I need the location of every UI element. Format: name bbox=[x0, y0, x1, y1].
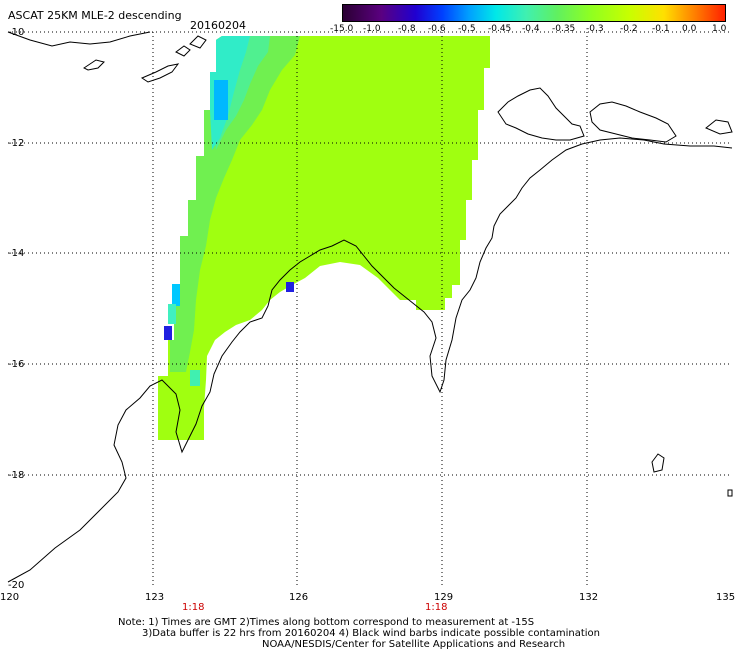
time-label: 1:18 bbox=[425, 602, 448, 613]
colorbar-label: -0.1 bbox=[652, 24, 670, 34]
data-swath bbox=[158, 36, 490, 440]
lat-label: -10 bbox=[8, 27, 25, 38]
map-date: 20160204 bbox=[190, 19, 246, 32]
lon-label: 132 bbox=[579, 592, 599, 603]
colorbar-label: -0.4 bbox=[522, 24, 540, 34]
lon-label: 126 bbox=[289, 592, 309, 603]
colorbar-label: -0.35 bbox=[552, 24, 576, 34]
colorbar-label: -0.6 bbox=[428, 24, 446, 34]
colorbar-label: -0.3 bbox=[586, 24, 604, 34]
colorbar bbox=[342, 4, 726, 22]
colorbar-label: -0.2 bbox=[620, 24, 638, 34]
colorbar-label: -1.0 bbox=[363, 24, 381, 34]
lat-label: -14 bbox=[8, 248, 25, 259]
lon-label: 135 bbox=[716, 592, 736, 603]
graticule bbox=[8, 31, 732, 588]
coastline bbox=[7, 31, 733, 583]
lon-label: 129 bbox=[434, 592, 454, 603]
map-title: ASCAT 25KM MLE-2 descending bbox=[8, 9, 182, 22]
lat-label: -20 bbox=[8, 580, 25, 591]
colorbar-label: -0.45 bbox=[488, 24, 512, 34]
lon-label: 120 bbox=[0, 592, 20, 603]
colorbar-label: -0.5 bbox=[458, 24, 476, 34]
note-line-2: 3)Data buffer is 22 hrs from 20160204 4)… bbox=[142, 628, 600, 639]
colorbar-label: -0.8 bbox=[398, 24, 416, 34]
note-line-1: Note: 1) Times are GMT 2)Times along bot… bbox=[118, 617, 535, 628]
lon-label: 123 bbox=[145, 592, 165, 603]
colorbar-label: 1.0 bbox=[712, 24, 727, 34]
lat-label: -16 bbox=[8, 359, 25, 370]
colorbar-label: 0.0 bbox=[682, 24, 697, 34]
lat-label: -18 bbox=[8, 470, 25, 481]
colorbar-labels: -15.0 -1.0 -0.8 -0.6 -0.5 -0.45 -0.4 -0.… bbox=[330, 24, 740, 36]
lat-label: -12 bbox=[8, 138, 25, 149]
time-label: 1:18 bbox=[182, 602, 205, 613]
colorbar-label: -15.0 bbox=[330, 24, 354, 34]
note-line-3: NOAA/NESDIS/Center for Satellite Applica… bbox=[262, 639, 566, 650]
